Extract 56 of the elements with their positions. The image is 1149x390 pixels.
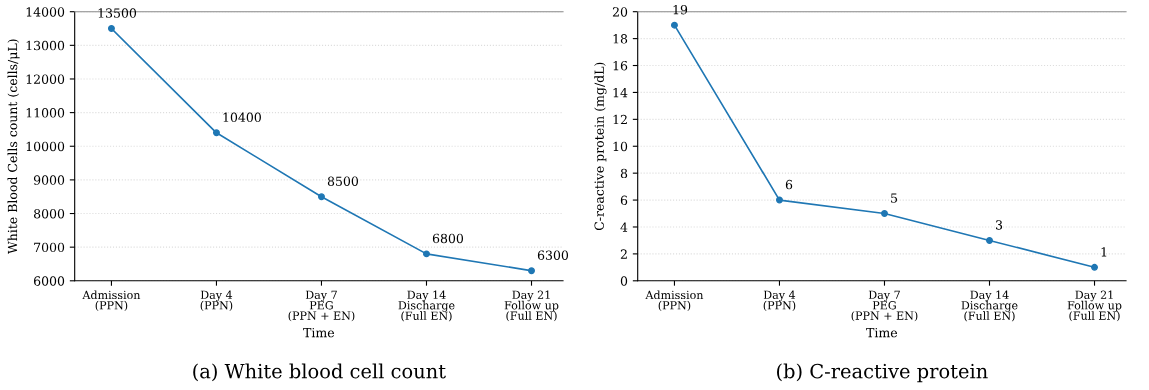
y-tick-label: 2 — [620, 249, 627, 259]
point — [1091, 263, 1098, 271]
data-label: 19 — [673, 4, 688, 15]
data-label: 6 — [785, 179, 793, 190]
data-label: 13500 — [98, 8, 137, 18]
y-tick-label: 16 — [613, 60, 628, 71]
y-tick-label: 4 — [620, 222, 628, 232]
data-label: 3 — [996, 220, 1003, 230]
data-label: 6300 — [537, 250, 569, 260]
y-tick-label: 7000 — [34, 242, 65, 253]
point — [423, 250, 430, 258]
x-tick-label: Day 14 Discharge (Full EN) — [961, 290, 1018, 322]
y-tick-label: 10000 — [26, 141, 65, 152]
data-label: 10400 — [223, 112, 261, 123]
x-tick-label: Day 7 PEG (PPN + EN) — [851, 290, 918, 322]
text: (b) C-reactive protein — [777, 363, 988, 383]
point — [670, 21, 678, 29]
x-tick-label: Admission (PPN) — [645, 290, 704, 312]
point — [107, 25, 115, 32]
y-tick-label: 13000 — [26, 40, 65, 51]
point — [881, 210, 888, 217]
y-tick-label: 18 — [613, 34, 628, 44]
y-tick-label: 9000 — [33, 175, 65, 185]
point — [986, 236, 993, 244]
point — [212, 129, 220, 137]
y-tick-label: 10 — [613, 141, 628, 152]
x-tick-label: Day 4 (PPN) — [763, 290, 796, 312]
data-label: 6800 — [432, 233, 464, 244]
y-tick-label: 14 — [613, 87, 628, 98]
y-tick-label: 11000 — [26, 108, 65, 118]
point — [775, 196, 783, 204]
x-tick-label: Day 14 Discharge (Full EN) — [398, 290, 455, 322]
x-tick-label: Day 21 Follow up (Full EN) — [1067, 290, 1122, 322]
y-axis-title: C-reactive protein (mg/dL) — [594, 62, 607, 231]
y-tick-label: 6 — [620, 195, 628, 205]
point — [317, 193, 325, 201]
data-label: 5 — [891, 193, 898, 203]
y-tick-label: 14000 — [26, 7, 65, 17]
y-axis-title: White Blood Cells count (cells/μL) — [7, 39, 20, 255]
x-axis-title: Time — [866, 327, 898, 338]
x-tick-label: Admission (PPN) — [82, 290, 141, 312]
data-label: 8500 — [327, 176, 359, 186]
point — [528, 267, 535, 275]
text: (a) White blood cell count — [193, 363, 446, 382]
y-tick-label: 12 — [613, 114, 627, 125]
y-tick-label: 12000 — [26, 74, 65, 84]
x-tick-label: Day 21 Follow up (Full EN) — [504, 290, 559, 322]
y-tick-label: 6000 — [33, 276, 65, 286]
data-label: 1 — [1101, 247, 1107, 257]
x-tick-label: Day 7 PEG (PPN + EN) — [288, 290, 355, 322]
y-tick-label: 8000 — [33, 209, 65, 219]
y-tick-label: 0 — [620, 276, 628, 286]
y-tick-label: 20 — [612, 7, 628, 17]
x-tick-label: Day 4 (PPN) — [200, 290, 233, 312]
y-tick-label: 8 — [620, 168, 628, 179]
x-axis-title: Time — [303, 327, 335, 338]
